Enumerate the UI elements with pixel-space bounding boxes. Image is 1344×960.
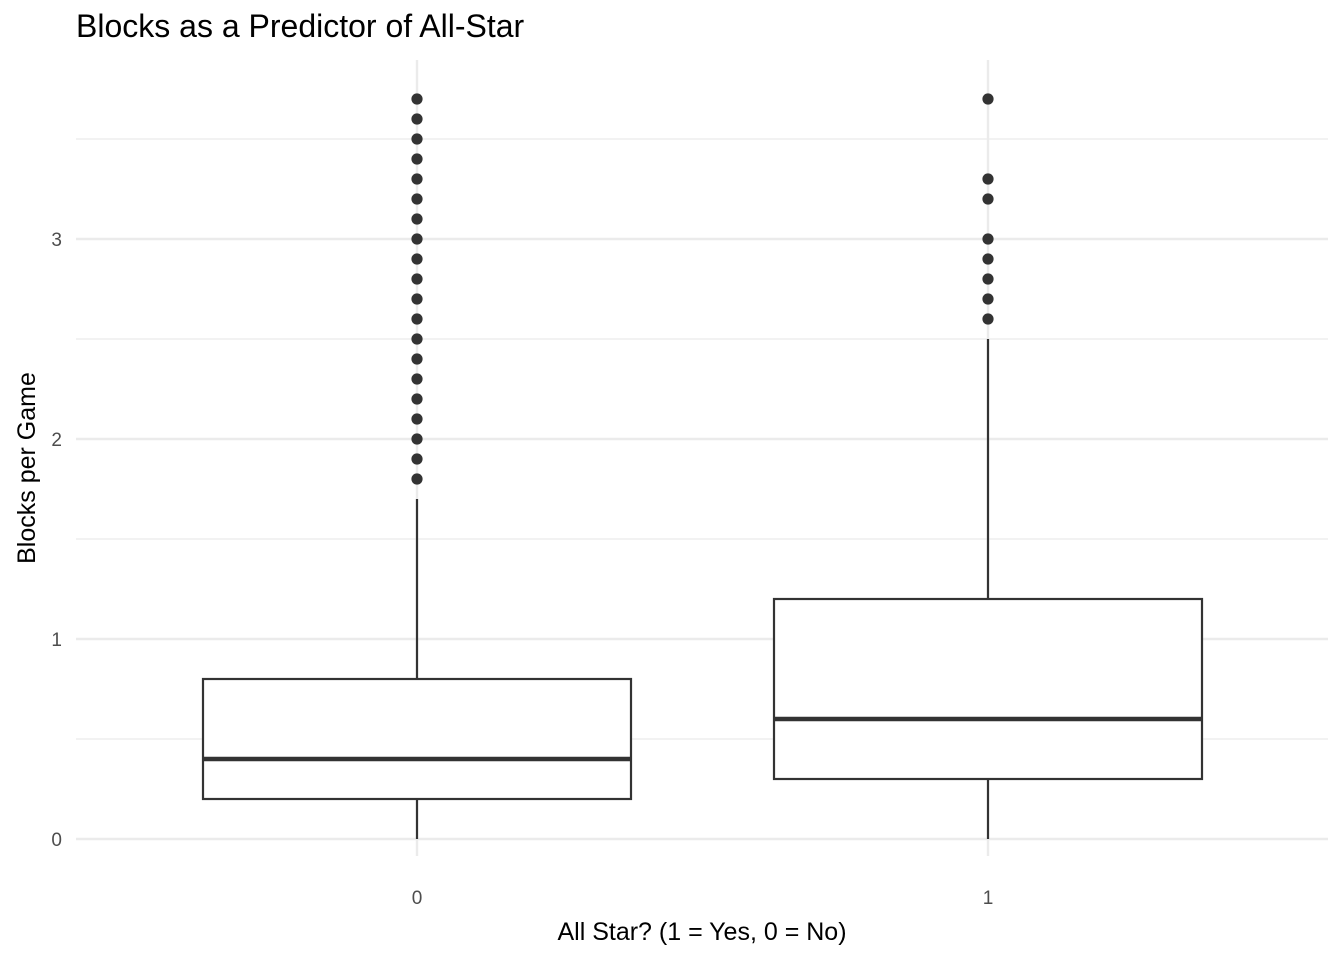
iqr-box (201, 677, 633, 801)
y-tick-label: 3 (51, 230, 62, 251)
x-axis-title: All Star? (1 = Yes, 0 = No) (557, 918, 846, 946)
outlier-point (411, 453, 423, 465)
outlier-point (411, 393, 423, 405)
outlier-point (411, 473, 423, 485)
x-tick-label: 1 (983, 888, 994, 909)
outlier-point (411, 273, 423, 285)
outlier-point (982, 273, 994, 285)
outlier-point (982, 293, 994, 305)
outlier-point (982, 313, 994, 325)
iqr-box (772, 597, 1204, 781)
y-axis-title: Blocks per Game (13, 372, 41, 564)
tick-labels: 0 1 2 3 0 1 (51, 230, 993, 909)
outlier-point (982, 173, 994, 185)
outlier-point (411, 313, 423, 325)
outlier-point (982, 193, 994, 205)
outlier-point (411, 293, 423, 305)
x-tick-label: 0 (412, 888, 423, 909)
outlier-point (411, 373, 423, 385)
outlier-point (411, 153, 423, 165)
outlier-point (411, 93, 423, 105)
outlier-point (411, 413, 423, 425)
outlier-point (411, 113, 423, 125)
boxes (201, 93, 1204, 839)
outlier-point (411, 213, 423, 225)
outlier-point (411, 133, 423, 145)
outlier-point (982, 233, 994, 245)
outlier-point (411, 333, 423, 345)
outlier-point (411, 353, 423, 365)
outlier-point (411, 173, 423, 185)
chart-title: Blocks as a Predictor of All-Star (76, 8, 525, 44)
outlier-point (982, 93, 994, 105)
outlier-point (411, 253, 423, 265)
outlier-point (411, 193, 423, 205)
y-tick-label: 1 (51, 630, 62, 651)
outlier-point (411, 233, 423, 245)
outlier-point (982, 253, 994, 265)
outlier-point (411, 433, 423, 445)
y-tick-label: 2 (51, 430, 62, 451)
y-tick-label: 0 (51, 830, 62, 851)
